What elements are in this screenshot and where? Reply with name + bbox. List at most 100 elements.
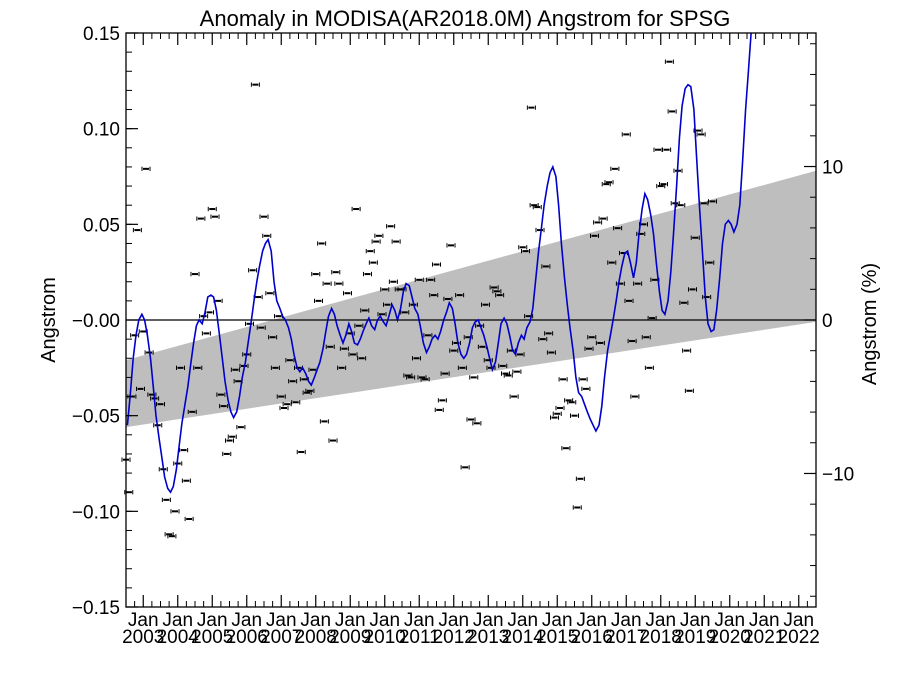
data-point [708, 199, 717, 204]
data-point [598, 216, 608, 221]
data-point [538, 336, 548, 342]
data-point [325, 344, 335, 349]
data-point [429, 292, 439, 298]
data-point [498, 363, 508, 369]
data-point [319, 419, 329, 424]
x-tick-label-month: Jan [507, 610, 538, 631]
x-tick-label-month: Jan [611, 610, 642, 631]
data-point [641, 335, 651, 340]
data-point [276, 394, 286, 399]
data-point [521, 248, 531, 254]
data-point [693, 128, 703, 133]
data-point [259, 214, 269, 219]
x-tick-label-month: Jan [680, 610, 711, 631]
chart-title: Anomaly in MODISA(AR2018.0M) Angstrom fo… [200, 6, 731, 31]
y-tick-label: 0.15 [83, 24, 120, 45]
y2-tick-label: 0 [822, 311, 833, 332]
y2-tick-label: 10 [822, 158, 843, 179]
y-tick-label: 0.05 [83, 215, 120, 236]
trend-band [126, 170, 816, 428]
data-point [676, 203, 686, 208]
data-point [291, 400, 301, 405]
data-point [423, 333, 433, 338]
data-point [469, 375, 479, 380]
data-point [624, 298, 634, 304]
data-point [170, 509, 180, 514]
data-point [374, 233, 384, 238]
x-tick-label-month: Jan [473, 610, 504, 631]
data-point [256, 325, 266, 330]
data-point [130, 333, 140, 338]
data-point [664, 59, 674, 64]
data-point [532, 204, 542, 210]
data-point [584, 346, 594, 351]
data-point [414, 277, 424, 282]
axes-layer: −0.15 −0.10 −0.05 −0.00 0.05 0.10 0.15 −10 0 10 Ja… [72, 24, 854, 648]
data-point [348, 352, 358, 357]
data-point [351, 206, 361, 212]
data-point [230, 367, 240, 372]
y-tick-label: −0.00 [72, 311, 120, 332]
data-point [679, 300, 689, 305]
x-tick-label-year: 2005 [191, 627, 233, 648]
x-tick-label-month: Jan [231, 610, 262, 631]
data-point [388, 279, 398, 284]
x-tick-label-year: 2008 [295, 627, 337, 648]
x-tick-label-year: 2016 [571, 627, 613, 648]
x-tick-label-month: Jan [749, 610, 780, 631]
data-point [633, 281, 643, 286]
x-tick-label-year: 2009 [329, 627, 371, 648]
data-point [610, 166, 620, 171]
data-point [659, 182, 669, 187]
x-tick-label-year: 2007 [260, 627, 302, 648]
data-point [627, 338, 637, 344]
data-point [662, 147, 672, 152]
data-point [434, 407, 444, 413]
data-point [181, 478, 191, 483]
data-point [590, 233, 600, 238]
data-point [342, 291, 352, 296]
data-point [135, 386, 145, 392]
data-point [311, 271, 321, 277]
data-point [578, 377, 588, 382]
x-tick-label-year: 2013 [467, 627, 509, 648]
y2-axis-title: Angstrom (%) [859, 263, 881, 385]
data-point [492, 289, 502, 294]
data-point [354, 323, 364, 328]
data-point [446, 243, 456, 248]
data-point [190, 271, 200, 277]
data-point [248, 268, 258, 273]
data-point [644, 365, 654, 370]
data-point [216, 392, 226, 397]
data-point [250, 82, 260, 87]
data-point [420, 377, 430, 382]
data-point [561, 446, 571, 451]
data-point [460, 465, 470, 470]
data-point [684, 388, 694, 393]
data-point [380, 287, 390, 292]
data-point [270, 365, 280, 370]
data-point [595, 340, 605, 346]
data-point [368, 260, 378, 265]
data-point [227, 434, 237, 439]
data-point [570, 413, 579, 418]
x-tick-label-year: 2012 [433, 627, 475, 648]
data-point [682, 348, 692, 353]
data-point [411, 356, 421, 361]
data-point [377, 312, 387, 317]
data-point [546, 350, 556, 355]
data-point [555, 405, 565, 411]
data-point [210, 214, 220, 219]
data-point [406, 375, 416, 380]
data-point [296, 449, 306, 455]
x-tick-label-month: Jan [300, 610, 331, 631]
data-point [141, 166, 151, 171]
data-point [360, 308, 370, 313]
monthly-points-layer [121, 59, 717, 539]
data-point [196, 216, 206, 221]
x-tick-label-month: Jan [783, 610, 814, 631]
trend-band-layer [126, 170, 816, 428]
data-point [503, 373, 513, 378]
data-point [687, 287, 697, 292]
